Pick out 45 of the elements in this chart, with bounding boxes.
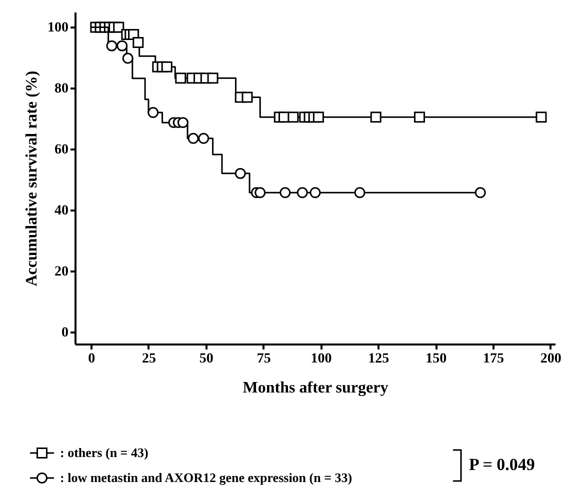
- point: [116, 40, 128, 52]
- y-tick-label: 40: [54, 203, 68, 218]
- y-tick-label: 80: [54, 82, 68, 97]
- x-axis-title: Months after surgery: [242, 380, 388, 396]
- y-tick-label: 20: [54, 264, 68, 280]
- point: [354, 187, 366, 198]
- y-axis-title: Accumulative survival rate (%): [24, 70, 40, 286]
- y-tick-label: 100: [48, 20, 68, 36]
- point: [175, 72, 186, 84]
- point: [474, 187, 486, 198]
- x-tick-label: 25: [142, 352, 156, 366]
- point: [312, 112, 324, 123]
- point: [288, 112, 299, 123]
- point: [148, 107, 159, 118]
- point: [370, 112, 382, 123]
- point: [414, 112, 425, 123]
- legend-label: : others (n = 43): [60, 445, 148, 460]
- y-tick-label: 0: [62, 325, 68, 340]
- point: [207, 72, 218, 84]
- point: [177, 117, 188, 128]
- legend-label: : low metastin and AXOR12 gene expression (n = 33): [60, 470, 352, 485]
- point: [242, 92, 253, 103]
- x-tick-label: 200: [540, 352, 562, 366]
- point: [188, 132, 199, 144]
- y-tick-label: 60: [54, 142, 68, 158]
- point: [106, 40, 118, 52]
- point: [296, 187, 308, 198]
- x-tick-label: 0: [88, 352, 96, 366]
- point: [132, 36, 144, 48]
- x-tick-label: 75: [256, 352, 271, 366]
- point: [310, 187, 321, 198]
- x-tick-label: 125: [368, 352, 390, 366]
- point: [536, 112, 547, 123]
- point: [122, 52, 134, 64]
- point: [234, 168, 246, 179]
- point: [254, 187, 266, 198]
- text: P = 0.049: [469, 455, 535, 474]
- x-tick-label: 100: [310, 352, 332, 366]
- x-tick-label: 150: [426, 352, 447, 366]
- x-tick-label: 175: [482, 352, 504, 366]
- point: [280, 187, 291, 198]
- point: [113, 22, 124, 33]
- point: [161, 61, 172, 72]
- point: [198, 132, 210, 144]
- x-tick-label: 50: [199, 352, 214, 366]
